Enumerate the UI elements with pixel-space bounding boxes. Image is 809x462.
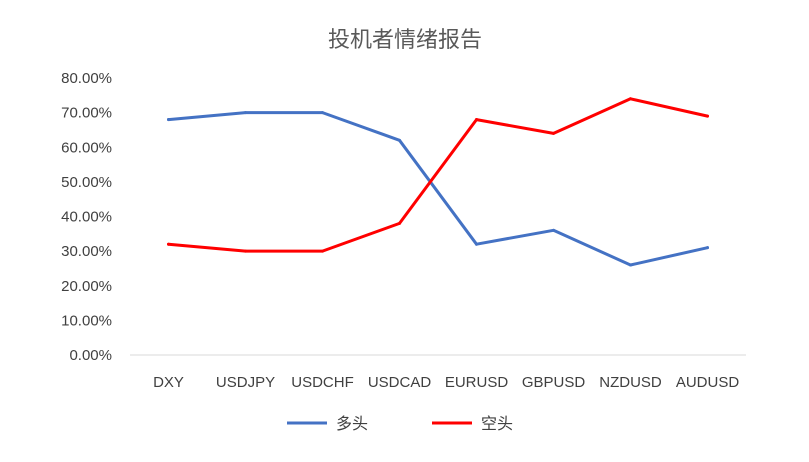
data-point (706, 114, 709, 118)
data-point (321, 249, 324, 253)
x-tick-label: USDCAD (368, 374, 432, 391)
data-point (244, 249, 247, 253)
data-point (167, 118, 170, 122)
y-tick-label: 30.00% (61, 243, 112, 260)
data-point (398, 221, 401, 225)
y-tick-label: 70.00% (61, 105, 112, 122)
x-tick-label: EURUSD (445, 374, 509, 391)
legend-label: 空头 (481, 414, 513, 433)
y-tick-label: 60.00% (61, 139, 112, 156)
y-tick-label: 0.00% (69, 347, 112, 364)
data-point (629, 263, 632, 267)
data-point (706, 246, 709, 250)
x-tick-label: GBPUSD (522, 374, 586, 391)
data-point (629, 97, 632, 101)
legend-label: 多头 (336, 414, 368, 433)
data-point (167, 242, 170, 246)
series-line-0 (167, 111, 709, 267)
x-tick-label: USDJPY (216, 374, 275, 391)
x-axis: DXY USDJPY USDCHF USDCAD EURUSD GBPUSD NZDUSD A… (153, 374, 739, 391)
data-point (552, 228, 555, 232)
chart-title: 投机者情绪报告 (328, 28, 482, 53)
y-tick-label: 20.00% (61, 278, 112, 295)
data-point (398, 138, 401, 142)
y-tick-label: 10.00% (61, 312, 112, 329)
data-point (244, 111, 247, 115)
series-line-1 (167, 97, 709, 253)
x-tick-label: AUDUSD (676, 374, 740, 391)
data-point (475, 118, 478, 122)
y-tick-label: 80.00% (61, 70, 112, 87)
x-tick-label: USDCHF (291, 374, 354, 391)
y-tick-label: 40.00% (61, 209, 112, 226)
data-point (475, 242, 478, 246)
x-tick-label: NZDUSD (599, 374, 662, 391)
y-axis: 0.00% 10.00% 20.00% 30.00% 40.00% 50.00% 60.00… (61, 70, 112, 364)
y-tick-label: 50.00% (61, 174, 112, 191)
x-tick-label: DXY (153, 374, 184, 391)
series-group (167, 97, 709, 267)
data-point (321, 111, 324, 115)
legend: 多头 空头 (287, 414, 513, 433)
data-point (552, 131, 555, 135)
